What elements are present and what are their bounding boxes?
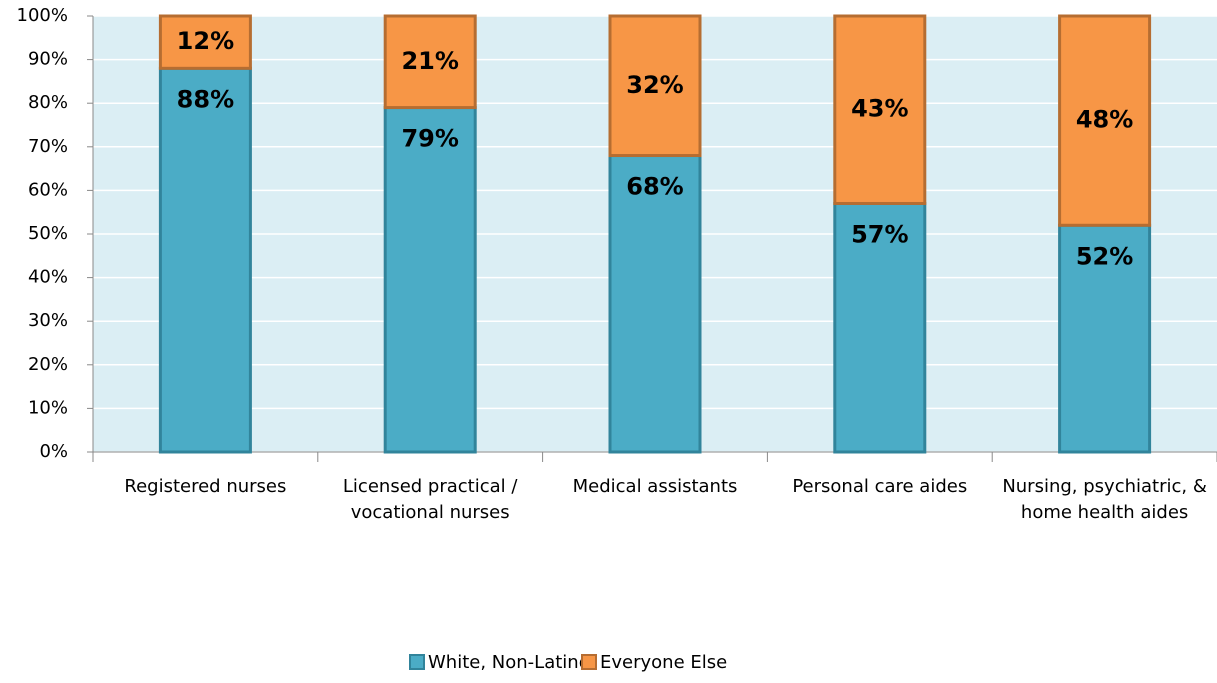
y-tick-label: 10%	[28, 397, 68, 418]
y-tick-label: 70%	[28, 136, 68, 157]
data-label: 52%	[1076, 242, 1133, 270]
y-tick-label: 80%	[28, 92, 68, 113]
data-label: 79%	[401, 125, 458, 153]
legend-swatch	[581, 654, 597, 670]
y-tick-label: 0%	[39, 441, 68, 462]
bar-segment	[1058, 223, 1152, 454]
data-label: 68%	[626, 173, 683, 201]
legend-swatch	[409, 654, 425, 670]
x-tick-label: Nursing, psychiatric, & home health aide…	[1002, 476, 1207, 523]
y-tick-label: 30%	[28, 310, 68, 331]
x-tick-label: Licensed practical / vocational nurses	[342, 476, 518, 523]
bar-segment	[158, 14, 252, 70]
data-label: 48%	[1076, 106, 1133, 134]
legend-label: Everyone Else	[600, 652, 727, 673]
bar-segment	[383, 14, 477, 110]
bar-segment	[833, 14, 927, 205]
data-label: 21%	[401, 47, 458, 75]
x-tick-label: Medical assistants	[572, 476, 738, 497]
legend-label: White, Non-Latino	[428, 652, 590, 673]
bar-segment	[833, 201, 927, 454]
data-label: 32%	[626, 71, 683, 99]
y-tick-label: 50%	[28, 223, 68, 244]
bar-segment	[158, 66, 252, 454]
y-tick-label: 90%	[28, 49, 68, 70]
y-tick-label: 60%	[28, 179, 68, 200]
x-tick-label: Personal care aides	[792, 476, 968, 497]
bar-segment	[1058, 14, 1152, 227]
data-label: 88%	[177, 85, 234, 113]
y-tick-label: 20%	[28, 354, 68, 375]
bar-segment	[608, 14, 702, 158]
y-tick-label: 100%	[17, 5, 68, 26]
x-tick-label: Registered nurses	[124, 476, 287, 497]
data-label: 12%	[177, 27, 234, 55]
y-tick-label: 40%	[28, 267, 68, 288]
data-label: 57%	[851, 220, 908, 248]
data-label: 43%	[851, 95, 908, 123]
bar-segment	[383, 106, 477, 454]
